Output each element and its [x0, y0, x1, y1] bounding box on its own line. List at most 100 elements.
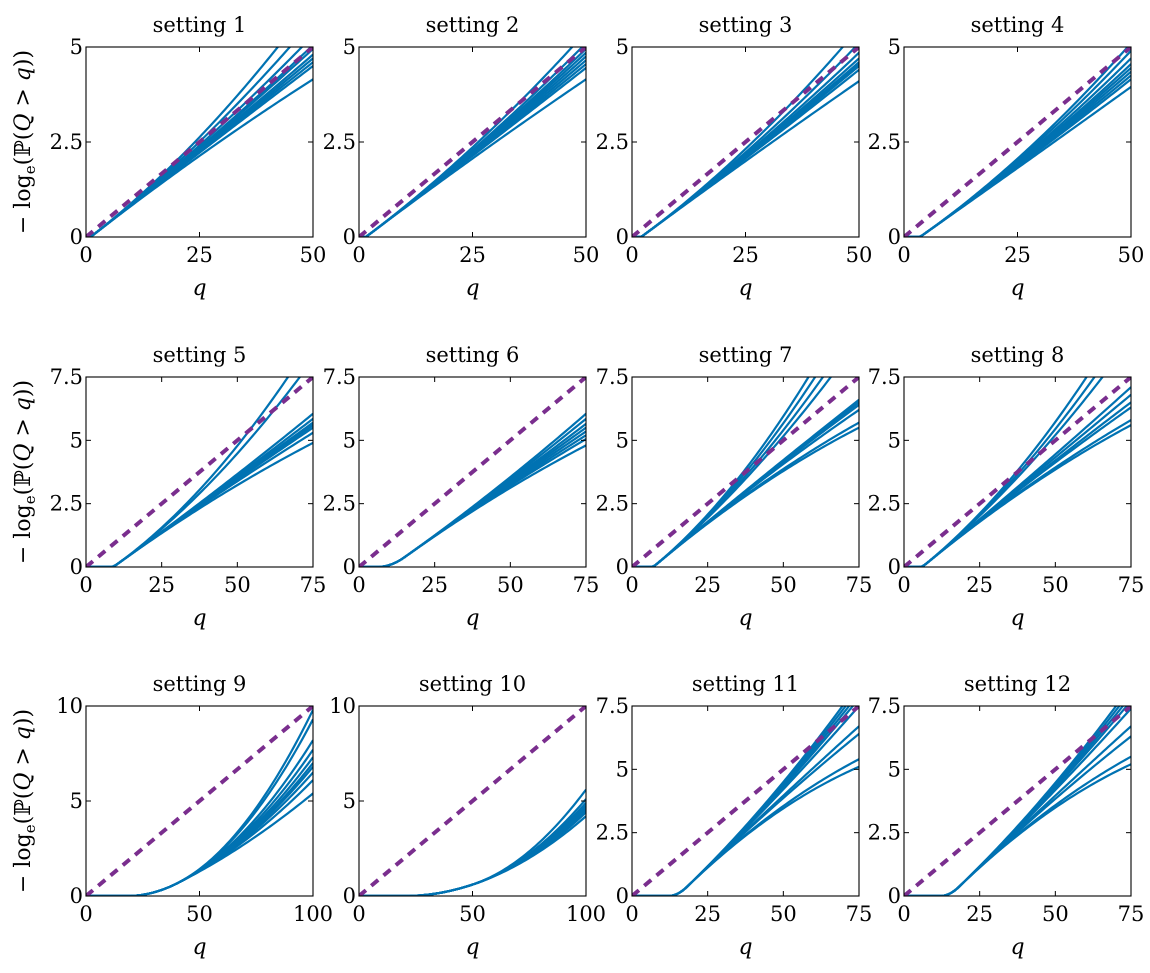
y-tick-label: 2.5 [868, 492, 901, 516]
x-axis-label: q [1010, 606, 1024, 631]
x-tick-label: 75 [1118, 573, 1145, 597]
axes-frame [903, 705, 1132, 897]
x-tick-label: 50 [497, 573, 524, 597]
reference-line [904, 706, 1131, 896]
x-tick-label: 50 [573, 243, 600, 267]
curve-5 [86, 762, 313, 896]
y-tick-label: 10 [329, 694, 356, 718]
y-tick-label: 0 [888, 225, 901, 249]
x-tick-label: 0 [625, 573, 638, 597]
y-tick-label: 2.5 [596, 130, 629, 154]
x-axis-label: q [738, 606, 752, 631]
x-axis-label: q [192, 276, 206, 301]
curves [359, 788, 586, 896]
y-tick-label: 0 [616, 884, 629, 908]
curves [904, 47, 1131, 237]
x-tick-label: 0 [897, 573, 910, 597]
axes-frame [631, 376, 860, 568]
x-tick-label: 0 [897, 902, 910, 926]
x-tick-label: 50 [770, 902, 797, 926]
panel-title: setting 6 [426, 343, 520, 367]
panel-title: setting 3 [699, 13, 793, 37]
y-axis-label-part: (ℙ( [11, 462, 36, 496]
x-axis-label: q [1010, 276, 1024, 301]
panel-title: setting 1 [153, 13, 247, 37]
axes-frame [631, 705, 860, 897]
y-axis-label-part: q [11, 726, 36, 740]
x-tick-label: 50 [224, 573, 251, 597]
y-tick-label: 0 [343, 555, 356, 579]
curves [632, 377, 859, 567]
reference-line [86, 377, 313, 567]
x-axis-label: q [738, 935, 752, 960]
y-tick-label: 0 [616, 555, 629, 579]
axes-frame [358, 376, 587, 568]
panel-10: setting 10 0 50 100 0 5 10 q [329, 672, 606, 960]
x-tick-label: 25 [694, 573, 721, 597]
reference-line [632, 706, 859, 896]
x-tick-label: 75 [846, 573, 873, 597]
x-tick-label: 50 [459, 902, 486, 926]
panel-title: setting 4 [971, 13, 1065, 37]
reference-line [632, 47, 859, 237]
panel-6: setting 6 0 25 50 75 0 2.5 5 7.5 q [323, 343, 600, 631]
panel-title: setting 11 [692, 672, 799, 696]
curve-3 [904, 735, 1131, 896]
y-tick-label: 2.5 [323, 492, 356, 516]
y-axis-label-part: − log [11, 833, 36, 893]
y-axis-label-part: > [11, 740, 36, 772]
curve-2 [904, 419, 1131, 567]
y-tick-label: 7.5 [868, 694, 901, 718]
y-tick-label: 0 [70, 555, 83, 579]
y-tick-label: 2.5 [868, 130, 901, 154]
reference-line [359, 377, 586, 567]
curve-10 [86, 709, 313, 896]
y-axis-label-part: e [21, 824, 39, 833]
x-tick-label: 0 [79, 902, 92, 926]
curve-3 [632, 409, 859, 567]
reference-line [632, 377, 859, 567]
y-tick-label: 5 [616, 35, 629, 59]
y-tick-label: 5 [888, 428, 901, 452]
x-tick-label: 0 [352, 573, 365, 597]
panel-8: setting 8 0 25 50 75 0 2.5 5 7.5 q [868, 343, 1145, 631]
curve-9 [632, 47, 845, 237]
x-tick-label: 50 [186, 902, 213, 926]
panel-11: setting 11 0 25 50 75 0 2.5 5 7.5 q [596, 672, 873, 960]
x-tick-label: 0 [79, 573, 92, 597]
x-tick-label: 100 [293, 902, 333, 926]
x-tick-label: 25 [186, 243, 213, 267]
y-tick-label: 7.5 [323, 365, 356, 389]
curve-4 [86, 766, 313, 896]
y-tick-label: 2.5 [50, 130, 83, 154]
x-tick-label: 25 [966, 902, 993, 926]
curve-9 [359, 47, 574, 237]
panel-title: setting 7 [699, 343, 793, 367]
x-tick-label: 25 [148, 573, 175, 597]
y-axis-label-part: (ℙ( [11, 791, 36, 825]
curves [904, 706, 1131, 896]
curve-9 [86, 47, 292, 237]
x-tick-label: 100 [566, 902, 606, 926]
reference-line [904, 47, 1131, 237]
y-tick-label: 2.5 [323, 130, 356, 154]
curve-1 [904, 424, 1131, 567]
y-axis-label: − loge(ℙ(Q > q)) [11, 380, 39, 564]
x-tick-label: 50 [1042, 902, 1069, 926]
curve-8 [904, 706, 1121, 896]
y-tick-label: 5 [70, 428, 83, 452]
y-tick-label: 5 [343, 35, 356, 59]
curve-10 [632, 377, 810, 567]
curve-2 [632, 421, 859, 567]
panel-title: setting 8 [971, 343, 1065, 367]
y-axis-label-part: )) [11, 50, 36, 67]
y-axis-label-part: e [21, 165, 39, 174]
panel-title: setting 10 [419, 672, 526, 696]
x-tick-label: 0 [625, 902, 638, 926]
curve-4 [904, 401, 1131, 567]
curves [359, 47, 586, 237]
y-axis-label-part: Q [11, 114, 36, 132]
curve-1 [359, 78, 586, 237]
